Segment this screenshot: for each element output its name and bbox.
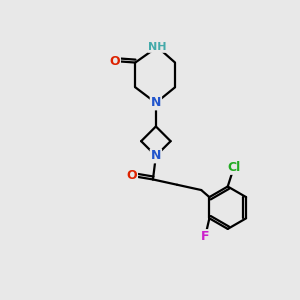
Text: N: N xyxy=(151,96,161,110)
Text: O: O xyxy=(110,55,120,68)
Text: N: N xyxy=(151,149,161,162)
Text: O: O xyxy=(126,169,137,182)
Text: F: F xyxy=(201,230,209,243)
Text: Cl: Cl xyxy=(227,161,240,174)
Text: NH: NH xyxy=(148,42,166,52)
